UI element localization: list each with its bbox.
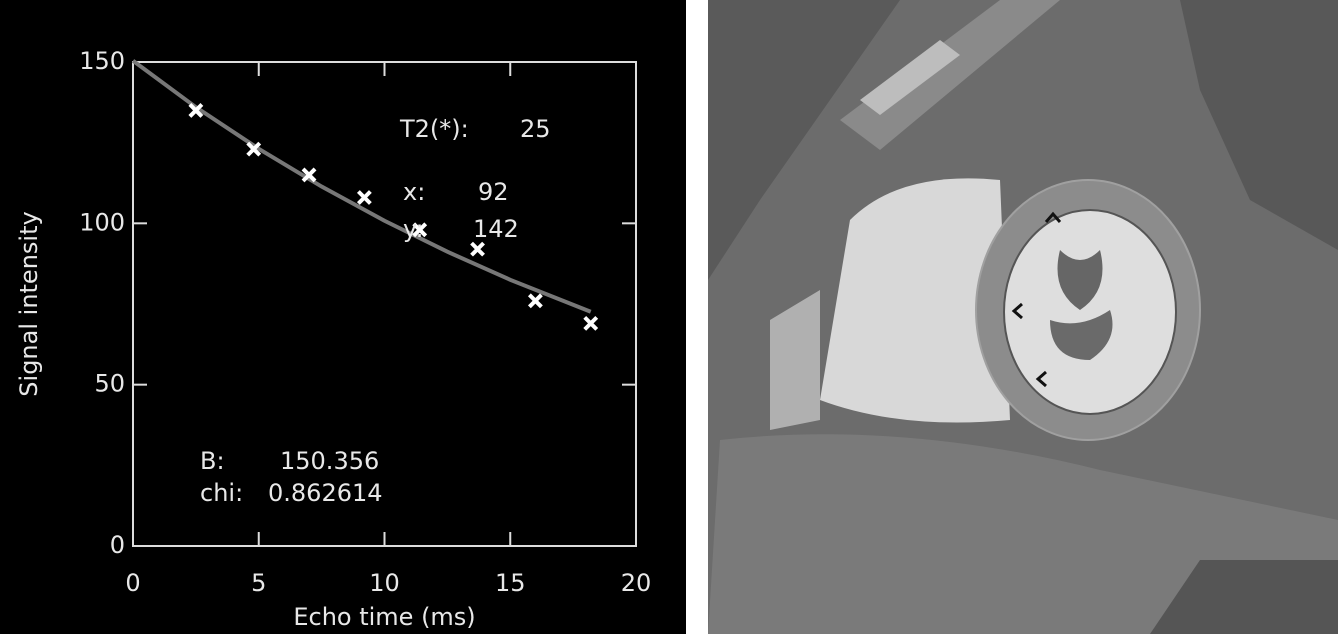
annotation: B: <box>200 447 225 475</box>
x-tick-label: 5 <box>251 569 266 597</box>
x-tick-label: 0 <box>125 569 140 597</box>
annotation: 92 <box>478 178 509 206</box>
y-tick-label: 50 <box>94 370 125 398</box>
x-tick-label: 10 <box>369 569 400 597</box>
plot-background <box>0 0 686 634</box>
y-tick-label: 100 <box>79 208 125 236</box>
figure: 0 5 10 15 20 0 50 100 150 Echo time (ms) Signal in… <box>0 0 1338 634</box>
y-axis-label: Signal intensity <box>15 211 43 396</box>
annotation: 142 <box>473 215 519 243</box>
annotation: y: <box>403 215 424 243</box>
x-tick-label: 15 <box>495 569 526 597</box>
annotation: 25 <box>520 115 551 143</box>
annotation: chi: <box>200 479 243 507</box>
annotation: x: <box>403 178 425 206</box>
annotation: T2(*): <box>399 115 469 143</box>
x-axis-label: Echo time (ms) <box>293 603 475 631</box>
annotation: 150.356 <box>280 447 379 475</box>
mri-image <box>708 0 1338 634</box>
y-tick-label: 0 <box>110 531 125 559</box>
annotation: 0.862614 <box>268 479 383 507</box>
y-tick-label: 150 <box>79 47 125 75</box>
x-tick-label: 20 <box>621 569 652 597</box>
